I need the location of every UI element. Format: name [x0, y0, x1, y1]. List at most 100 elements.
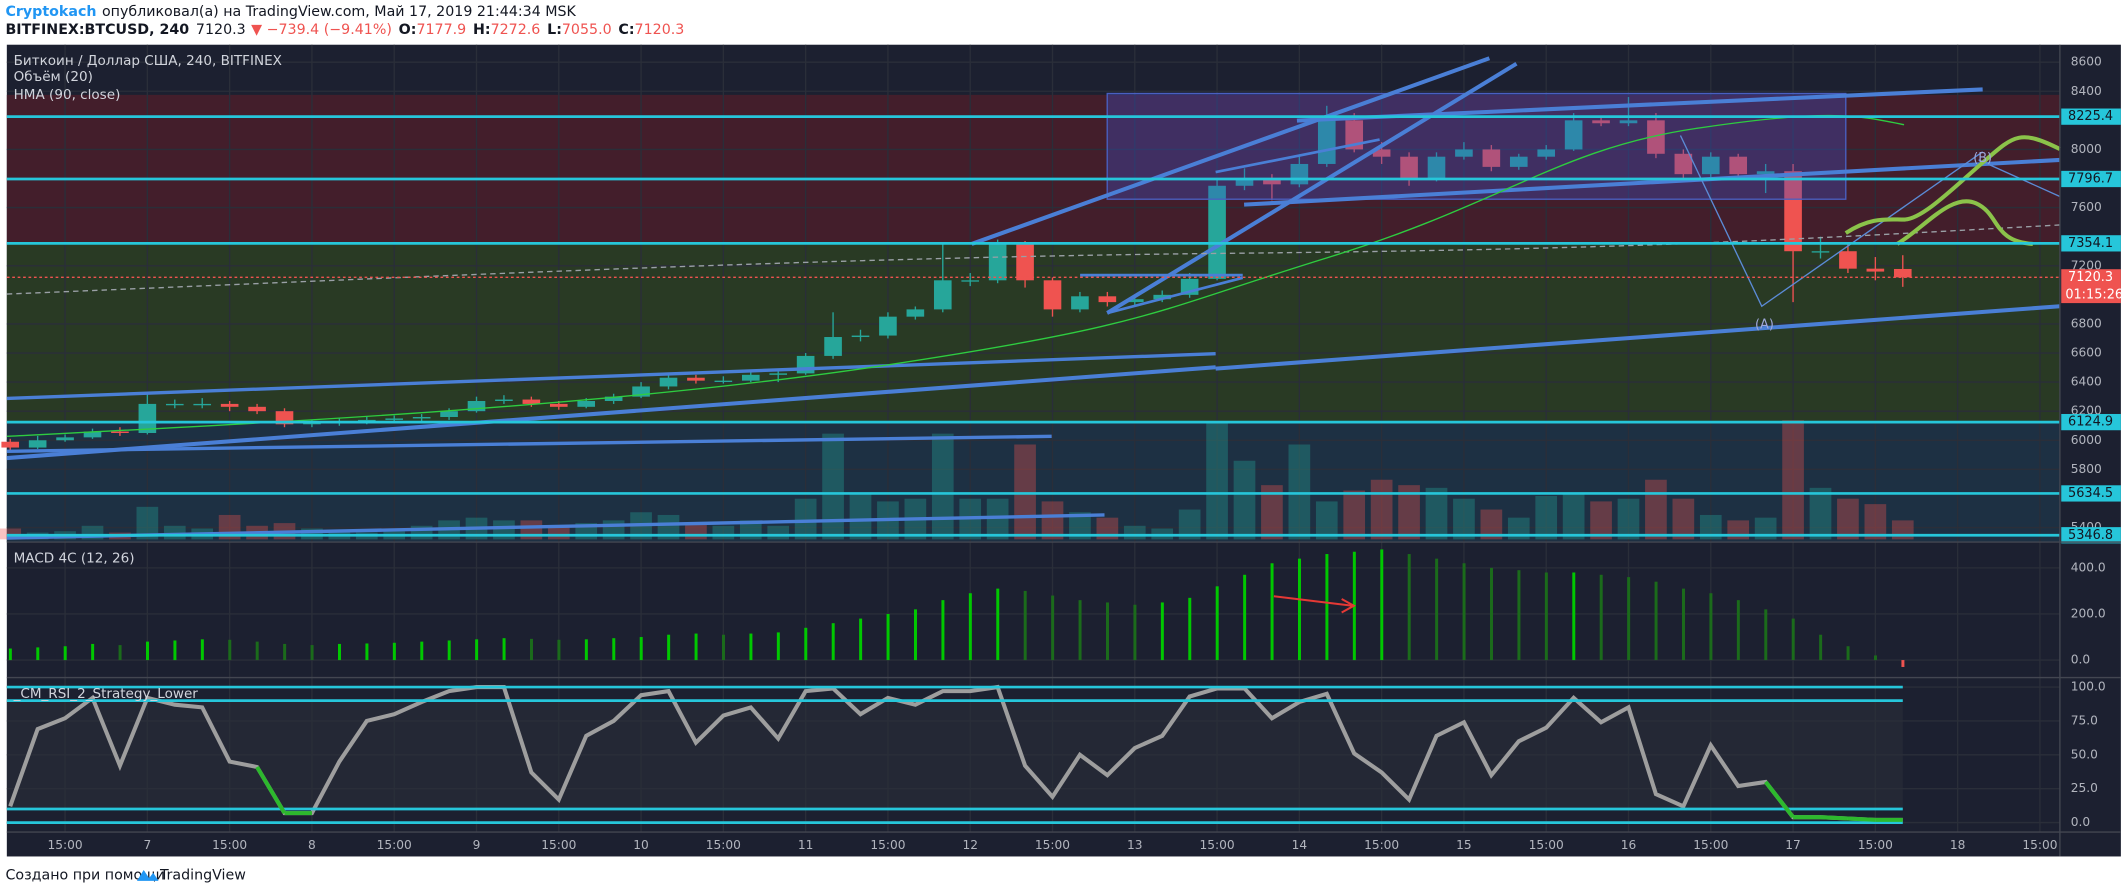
candle-body	[303, 422, 321, 425]
annotation: (B)	[1973, 151, 1992, 166]
volume-bar	[1782, 420, 1804, 540]
candle-body	[1893, 268, 1912, 278]
macd-bar	[667, 634, 671, 661]
y-tick-label: 7200	[2071, 258, 2102, 272]
y-tick-label: 6400	[2071, 375, 2102, 389]
x-tick-label: 15:00	[1693, 838, 1728, 852]
candle-body	[56, 437, 74, 441]
candle-body	[467, 401, 486, 412]
macd-bar	[694, 633, 698, 661]
candle-body	[1208, 185, 1226, 279]
candle-body	[1455, 149, 1473, 157]
macd-bar	[1215, 586, 1219, 661]
macd-bar	[1489, 567, 1493, 661]
macd-bar	[392, 642, 396, 661]
y-tick-label: 7600	[2071, 200, 2102, 214]
trend-line	[1243, 157, 2061, 207]
level-label: 5346.8	[2068, 528, 2113, 543]
x-tick-label: 10	[633, 838, 649, 852]
x-tick-label: 15:00	[1529, 838, 1564, 852]
level-label: 7354.1	[2068, 236, 2113, 251]
legend-volume: Объём (20)	[14, 69, 93, 85]
x-tick-label: 11	[798, 838, 814, 852]
volume-bar	[1809, 487, 1832, 540]
macd-bar	[1544, 572, 1548, 661]
candle-body	[1345, 120, 1364, 150]
volume-bar	[1069, 512, 1091, 540]
x-tick-label: 15:00	[870, 838, 905, 852]
macd-bar	[1133, 604, 1137, 661]
candle-body	[357, 419, 376, 422]
volume-bar	[1370, 479, 1393, 540]
trend-line	[1215, 304, 2061, 371]
candle-body	[220, 403, 239, 407]
zone	[6, 422, 2060, 543]
candle-body	[1839, 251, 1857, 269]
candle-body	[1016, 243, 1034, 281]
x-tick-label: 15:00	[377, 838, 412, 852]
macd-bar	[1298, 558, 1301, 661]
hma-line	[6, 114, 1905, 438]
macd-bar	[91, 643, 95, 661]
candle-body	[138, 403, 157, 433]
macd-bar	[1654, 581, 1658, 661]
author[interactable]: Cryptokach	[5, 4, 96, 20]
volume-bar	[1645, 479, 1667, 540]
footer-brand[interactable]: TradingView	[159, 867, 246, 883]
macd-bar	[1599, 574, 1603, 661]
macd-bar	[1572, 572, 1576, 661]
macd-bar	[420, 641, 424, 661]
macd-bar	[228, 639, 232, 661]
legend-macd: MACD 4C (12, 26)	[14, 550, 135, 566]
ohlc-label: C:	[618, 22, 634, 38]
candle-body	[1125, 299, 1144, 303]
y-tick-label: 8000	[2071, 142, 2102, 156]
macd-bar	[310, 645, 314, 661]
candle-body	[824, 337, 842, 356]
volume-bar	[1837, 498, 1859, 540]
x-tick-label: 15:00	[48, 838, 83, 852]
macd-bar	[859, 618, 863, 661]
macd-bar	[63, 646, 67, 661]
volume-bar	[1343, 490, 1366, 540]
level-tag	[2061, 235, 2121, 252]
legend-title: Биткоин / Доллар США, 240, BITFINEX	[14, 53, 282, 69]
y-tick-label: 8400	[2071, 84, 2102, 98]
legend-rsi: _CM_RSI_2_Strategy_Lower	[13, 686, 199, 702]
candle-body	[385, 418, 404, 420]
level-tag	[2061, 485, 2121, 502]
candle-body	[412, 417, 431, 419]
macd-bar	[804, 627, 808, 661]
candle-body	[1537, 149, 1556, 157]
candle-body	[248, 406, 266, 412]
level-tag	[2061, 170, 2121, 188]
logo	[136, 870, 159, 881]
macd-bar	[365, 643, 369, 661]
candle-body	[1400, 156, 1418, 179]
candle-body	[961, 280, 980, 282]
legend-hma: HMA (90, close)	[14, 87, 121, 103]
macd-bar	[118, 645, 122, 661]
candle-body	[1674, 153, 1693, 175]
volume-bar	[136, 506, 159, 540]
macd-bar	[1078, 600, 1082, 661]
projection	[1896, 199, 2033, 246]
rsi-signal	[1764, 780, 1795, 819]
macd-bar	[1243, 574, 1247, 661]
macd-bar	[1873, 655, 1877, 661]
candle-body	[1592, 120, 1610, 124]
macd-bar	[338, 643, 341, 661]
level-tag	[2061, 527, 2121, 544]
macd-bar	[1380, 549, 1384, 661]
x-tick-label: 15:00	[1364, 838, 1399, 852]
candle-body	[1811, 251, 1830, 253]
level-tag	[2061, 413, 2121, 431]
x-tick-label: 15:00	[1200, 838, 1235, 852]
candle-body	[851, 335, 870, 338]
macd-bar	[1681, 588, 1685, 661]
trend-line	[6, 365, 1216, 461]
y-tick-label: 0.0	[2071, 815, 2090, 829]
level-label: 8225.4	[2068, 109, 2113, 124]
x-tick-label: 7	[143, 838, 151, 852]
